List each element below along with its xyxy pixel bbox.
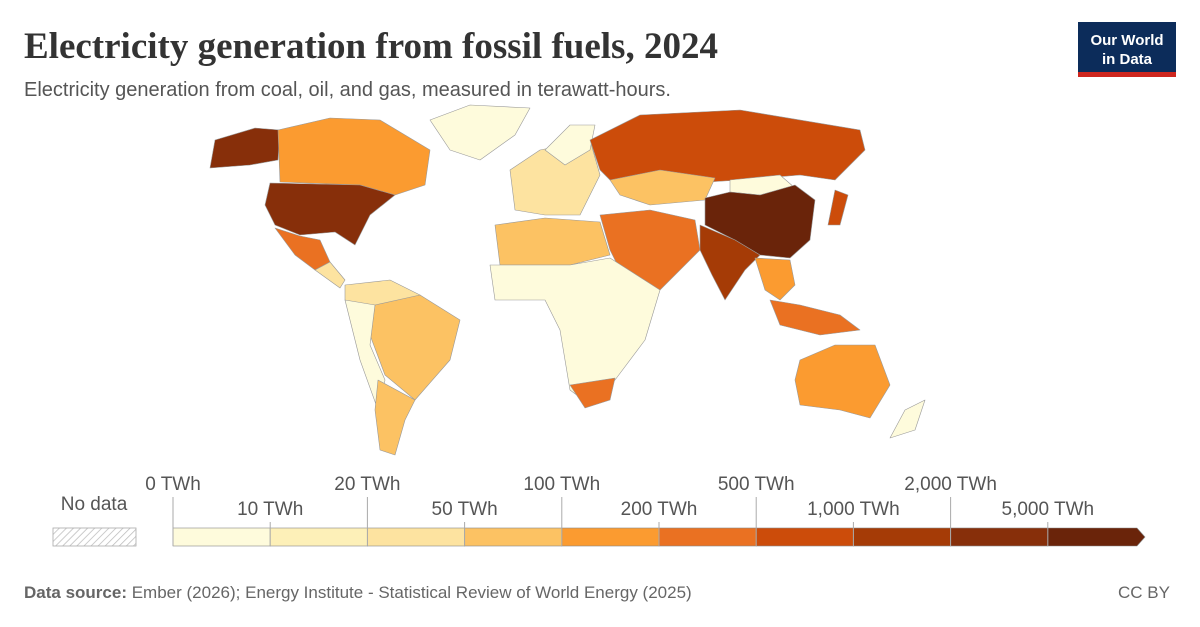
source: Data source: Ember (2026); Energy Instit… [24, 583, 692, 602]
logo-text: Our World [1090, 32, 1163, 49]
legend-bin [853, 527, 951, 547]
logo-bar [1078, 72, 1176, 77]
south-america-west [344, 299, 386, 411]
source-label: Data source: [24, 583, 127, 602]
legend-tick-label: 500 TWh [718, 474, 795, 495]
argentina [374, 379, 416, 456]
logo-box [1078, 22, 1176, 72]
legend-tick-label: 2,000 TWh [904, 474, 997, 495]
legend-tick-label: 5,000 TWh [1002, 499, 1095, 520]
legend-tick-label: 20 TWh [334, 474, 400, 495]
indonesia [769, 299, 861, 336]
legend-bin [172, 527, 271, 547]
world-map [209, 104, 926, 456]
china [704, 184, 816, 259]
south-africa [569, 377, 616, 409]
legend-bin [755, 527, 854, 547]
legend-bin [950, 527, 1049, 547]
title: Electricity generation from fossil fuels… [24, 26, 718, 67]
legend-bin [658, 527, 757, 547]
alaska [209, 127, 281, 169]
australia [794, 344, 891, 419]
canada [277, 117, 431, 196]
scandinavia [544, 124, 596, 166]
legend-tick-label: 0 TWh [145, 474, 201, 495]
legend-bin [367, 527, 465, 547]
source-text: Ember (2026); Energy Institute - Statist… [132, 583, 692, 602]
japan [827, 189, 849, 226]
legend-tick-label: 100 TWh [523, 474, 600, 495]
subtitle: Electricity generation from coal, oil, a… [24, 79, 671, 101]
india [699, 224, 761, 301]
brazil [369, 294, 461, 401]
southeast-asia [754, 257, 796, 301]
legend-bin [464, 527, 563, 547]
logo-text: in Data [1102, 51, 1153, 68]
legend-tick-label: 10 TWh [237, 499, 303, 520]
legend-bin [1047, 527, 1146, 547]
license: CC BY [1118, 583, 1170, 602]
legend: No data 0 TWh 10 TWh 20 TWh 50 TWh 100 TWh 20… [52, 474, 1146, 547]
legend-bin [561, 527, 660, 547]
legend-tick-label: 200 TWh [621, 499, 698, 520]
new-zealand [889, 399, 926, 439]
legend-bin [269, 527, 368, 547]
russia [589, 109, 866, 186]
central-america [314, 261, 346, 289]
no-data-swatch [52, 527, 137, 547]
logo: Our World in Data [1078, 22, 1176, 77]
no-data-label: No data [61, 494, 128, 515]
legend-tick-label: 1,000 TWh [807, 499, 900, 520]
greenland [429, 104, 531, 161]
legend-tick-label: 50 TWh [432, 499, 498, 520]
africa-north [494, 217, 611, 266]
usa [264, 182, 396, 246]
africa [489, 257, 661, 406]
